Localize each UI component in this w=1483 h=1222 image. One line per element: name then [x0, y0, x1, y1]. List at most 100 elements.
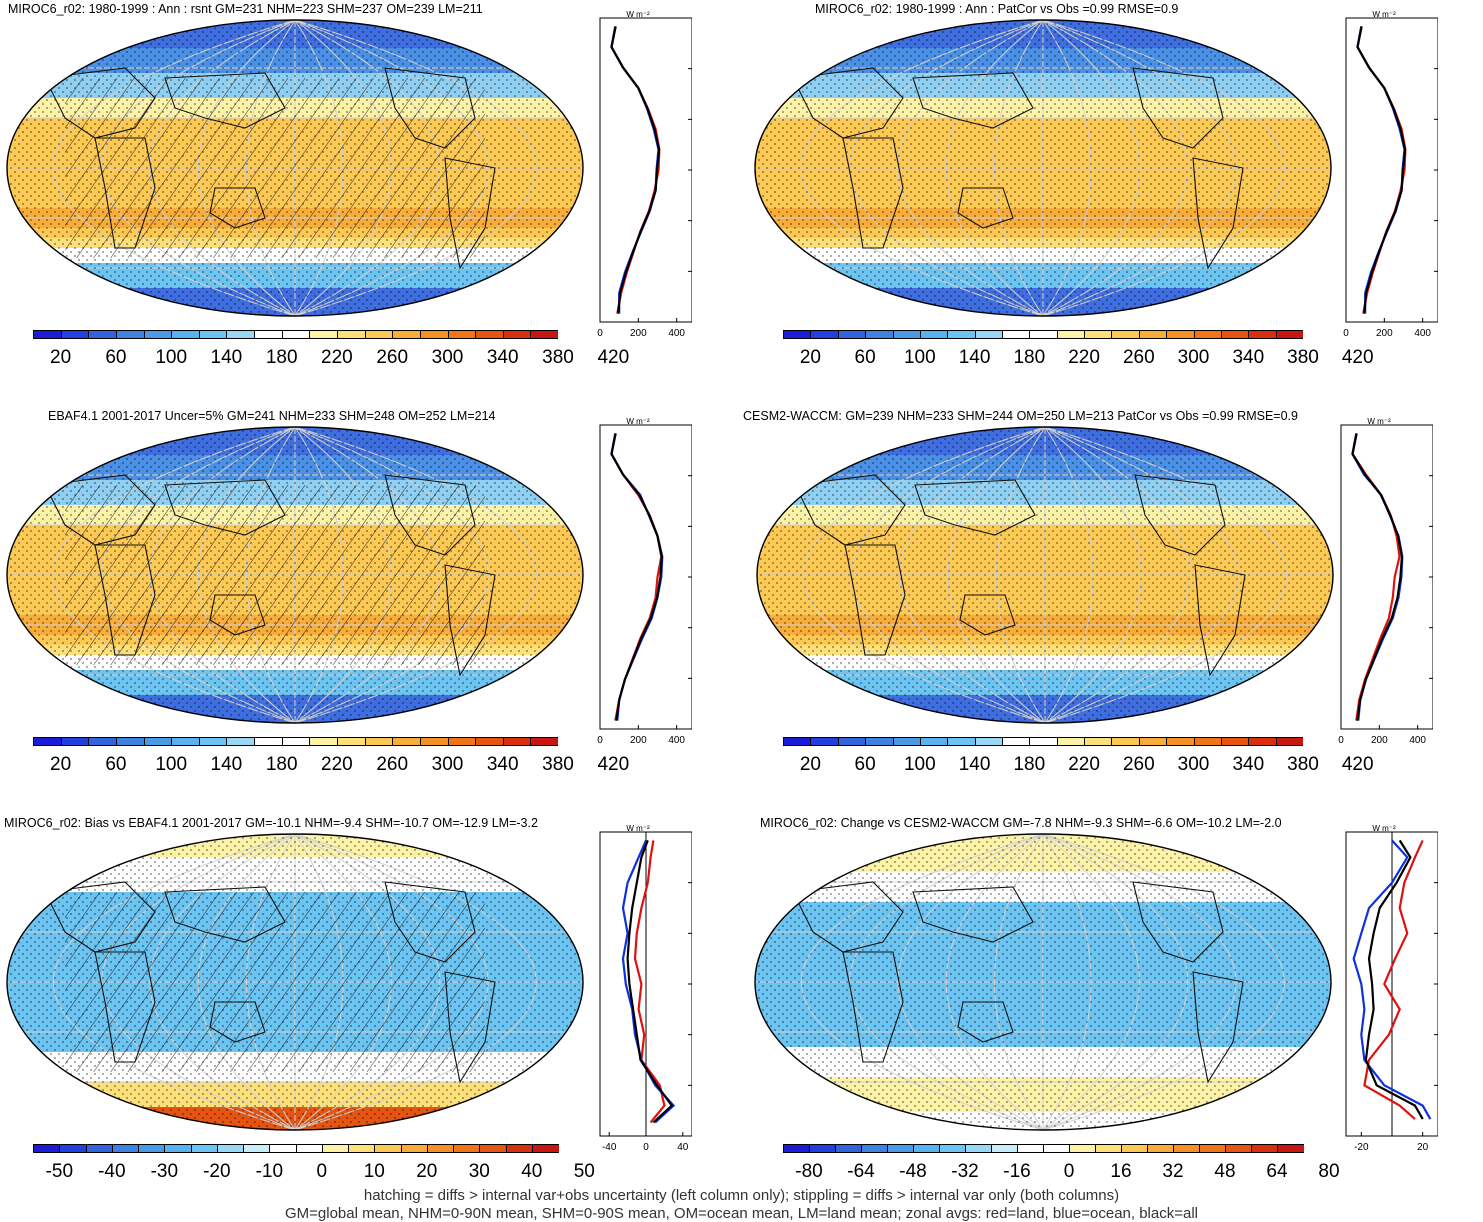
panel-title: MIROC6_r02: Change vs CESM2-WACCM GM=-7.… — [760, 816, 1282, 830]
colorbar-swatch — [947, 737, 976, 746]
colorbar-label: 20 — [416, 1161, 438, 1182]
colorbar-swatch — [502, 737, 531, 746]
colorbar-swatch — [1173, 1144, 1200, 1153]
colorbar-label: -48 — [899, 1161, 927, 1182]
x-tick-label: 200 — [630, 735, 647, 746]
coastline — [792, 881, 904, 953]
x-tick-label: 40 — [677, 1142, 689, 1153]
coastline — [164, 72, 286, 129]
colorbar-swatch — [865, 737, 893, 746]
colorbar-swatch — [392, 330, 421, 339]
colorbar-label: 48 — [1214, 1161, 1236, 1182]
panel-change: MIROC6_r02: Change vs CESM2-WACCM GM=-7.… — [745, 814, 1483, 1221]
colorbar-swatch — [426, 1144, 454, 1153]
colorbar-swatch — [1166, 737, 1195, 746]
colorbar-swatch — [216, 1144, 244, 1153]
all-zonal-line — [1351, 433, 1404, 721]
x-tick-label: 400 — [668, 735, 685, 746]
colorbar-swatch — [475, 737, 504, 746]
colorbar-swatch — [892, 330, 921, 339]
panel-title: CESM2-WACCM: GM=239 NHM=233 SHM=244 OM=2… — [743, 409, 1298, 423]
colorbar-swatch — [1111, 737, 1140, 746]
coastline — [384, 67, 476, 149]
colorbar-swatch — [530, 737, 559, 746]
colorbar-swatch — [531, 1144, 559, 1153]
colorbar-label: 420 — [597, 754, 630, 775]
colorbar-label: 20 — [50, 754, 72, 775]
coastline — [94, 951, 156, 1063]
ocean-zonal-line — [610, 433, 664, 721]
x-tick-label: 0 — [643, 1142, 649, 1153]
colorbar-label: 60 — [854, 347, 876, 368]
colorbar-label: 420 — [597, 347, 630, 368]
ocean-zonal-line — [1352, 839, 1432, 1120]
panel-title: MIROC6_r02: 1980-1999 : Ann : PatCor vs … — [815, 2, 1179, 16]
colorbar-swatch — [1056, 330, 1085, 339]
colorbar-swatch — [198, 737, 227, 746]
colorbar-label: -20 — [203, 1161, 231, 1182]
colorbar-swatch — [1220, 330, 1249, 339]
panel-model-climatology: MIROC6_r02: 1980-1999 : Ann : rsnt GM=23… — [0, 0, 740, 407]
land-zonal-line — [1356, 26, 1407, 314]
land-zonal-line — [1363, 839, 1424, 1120]
colorbar-swatch — [783, 1144, 810, 1153]
coastline — [957, 1001, 1014, 1043]
colorbar-label: 300 — [1177, 347, 1210, 368]
colorbar-swatch — [33, 737, 62, 746]
panel-title: MIROC6_r02: 1980-1999 : Ann : rsnt GM=23… — [8, 2, 483, 16]
panel-reference-model: CESM2-WACCM: GM=239 NHM=233 SHM=244 OM=2… — [743, 407, 1483, 814]
colorbar-swatch — [1121, 1144, 1148, 1153]
coastline — [94, 137, 156, 249]
colorbar-label: 300 — [431, 754, 464, 775]
colorbar-label: -80 — [795, 1161, 823, 1182]
colorbar-swatch — [835, 1144, 862, 1153]
colorbar-label: 140 — [958, 754, 991, 775]
colorbar-swatch — [530, 330, 559, 339]
colorbar-label: 40 — [521, 1161, 543, 1182]
colorbar-swatch — [164, 1144, 192, 1153]
colorbar-swatch — [1069, 1144, 1096, 1153]
map-border — [6, 833, 584, 1131]
colorbar-swatch — [243, 1144, 270, 1153]
coastline — [957, 187, 1014, 229]
coastline — [1132, 881, 1224, 963]
coastline — [444, 971, 496, 1084]
coastline — [1192, 971, 1244, 1084]
colorbar-swatch — [348, 1144, 375, 1153]
units-label: W m⁻² — [626, 10, 650, 19]
x-tick-label: -20 — [1354, 1142, 1369, 1153]
colorbar-swatch — [400, 1144, 428, 1153]
land-zonal-line — [610, 26, 661, 314]
colorbar-label: 60 — [105, 754, 127, 775]
colorbar-label: 260 — [1122, 754, 1155, 775]
colorbar-label: -50 — [45, 1161, 74, 1182]
colorbar-swatch — [939, 1144, 966, 1153]
coastline — [844, 544, 906, 656]
all-zonal-line — [1356, 26, 1407, 314]
colorbar-label: 420 — [1341, 754, 1374, 775]
colorbar-label: 420 — [1341, 347, 1374, 368]
colorbar-swatch — [111, 1144, 139, 1153]
x-tick-label: 400 — [668, 328, 685, 339]
colorbar-swatch — [1111, 330, 1140, 339]
colorbar-swatch — [171, 330, 200, 339]
colorbar-swatch — [1095, 1144, 1122, 1153]
map-border — [754, 19, 1332, 317]
colorbar-swatch — [809, 1144, 836, 1153]
colorbar-label: 380 — [1287, 347, 1319, 368]
colorbar-swatch — [198, 330, 227, 339]
colorbar-label: 140 — [210, 347, 243, 368]
colorbar-label: 60 — [105, 347, 127, 368]
colorbar-label: 300 — [1177, 754, 1210, 775]
colorbar-swatch — [505, 1144, 533, 1153]
coastline — [209, 187, 266, 229]
colorbar: 20 60 100 140 180 220 260 300 340 380 420 — [783, 737, 1374, 787]
colorbar-swatch — [837, 330, 866, 339]
colorbar-swatch — [374, 1144, 402, 1153]
panel-bias: MIROC6_r02: Bias vs EBAF4.1 2001-2017 GM… — [0, 814, 740, 1221]
colorbar-swatch — [138, 1144, 165, 1153]
colorbar-label: 220 — [321, 754, 353, 775]
global-map — [754, 19, 1332, 317]
colorbar-swatch — [947, 330, 976, 339]
colorbar-label: 32 — [1162, 1161, 1184, 1182]
